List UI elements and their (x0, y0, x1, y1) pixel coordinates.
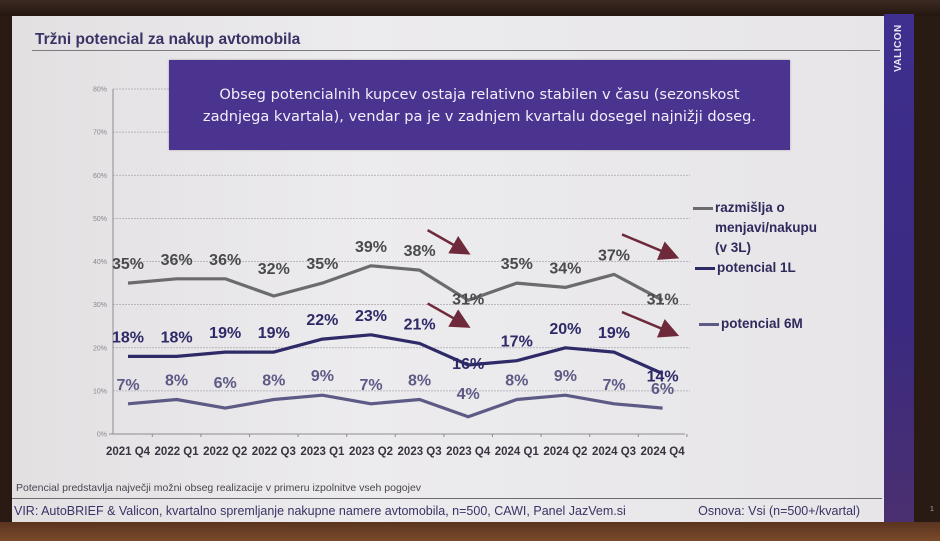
data-label: 6% (651, 381, 674, 398)
data-label: 9% (311, 368, 334, 385)
data-label: 19% (209, 325, 241, 342)
data-label: 6% (214, 375, 237, 392)
data-label: 20% (549, 321, 581, 338)
x-tick-label: 2024 Q2 (543, 446, 587, 458)
legend-label: menjavi/nakupu (715, 220, 818, 235)
y-tick-label: 40% (93, 259, 107, 266)
x-tick-label: 2023 Q4 (446, 446, 491, 458)
x-tick-label: 2021 Q4 (106, 446, 151, 458)
data-label: 8% (165, 373, 188, 390)
data-label: 31% (452, 291, 484, 308)
data-label: 8% (408, 373, 431, 390)
data-label: 17% (501, 334, 533, 351)
x-tick-label: 2022 Q3 (252, 446, 296, 458)
x-tick-label: 2022 Q1 (155, 446, 200, 458)
trend-down-arrow-icon (426, 302, 471, 328)
sample-basis-note: Osnova: Vsi (n=500+/kvartal) (698, 504, 860, 518)
data-label: 32% (258, 261, 290, 278)
data-label: 22% (306, 312, 338, 329)
projector-frame-bottom (0, 522, 940, 541)
data-label: 35% (501, 256, 533, 273)
legend-swatch (695, 267, 715, 270)
data-label: 31% (647, 291, 679, 308)
data-label: 38% (404, 243, 436, 260)
y-tick-label: 80% (93, 87, 107, 94)
x-tick-label: 2023 Q2 (349, 446, 393, 458)
data-label: 9% (554, 368, 577, 385)
data-label: 34% (549, 260, 581, 277)
x-tick-label: 2022 Q2 (203, 446, 247, 458)
x-tick-label: 2023 Q3 (398, 446, 442, 458)
legend-label: razmišlja o (715, 200, 785, 215)
legend-swatch (693, 207, 713, 210)
data-label: 35% (306, 256, 338, 273)
legend-label: potencial 6M (721, 316, 803, 331)
data-label: 4% (457, 386, 480, 403)
trend-down-arrow-icon (621, 233, 680, 260)
data-label: 21% (404, 316, 436, 333)
callout-line-2: zadnjega kvartala), vendar pa je v zadnj… (202, 108, 757, 125)
page-number: 1 (930, 506, 934, 513)
data-label: 18% (112, 329, 144, 346)
x-tick-label: 2024 Q4 (641, 446, 686, 458)
y-tick-label: 70% (93, 130, 107, 137)
brand-bar (884, 14, 914, 524)
footer-divider (12, 498, 882, 499)
projector-frame-top (0, 0, 940, 16)
data-label: 16% (452, 356, 484, 373)
legend-swatch (699, 323, 719, 326)
data-label: 7% (359, 377, 382, 394)
data-label: 23% (355, 308, 387, 325)
data-label: 14% (647, 369, 679, 386)
data-label: 7% (116, 377, 139, 394)
data-label: 39% (355, 239, 387, 256)
trend-down-arrow-icon (426, 229, 471, 255)
callout-line-1: Obseg potencialnih kupcev ostaja relativ… (219, 86, 740, 103)
x-tick-label: 2024 Q1 (495, 446, 540, 458)
series-line (127, 393, 663, 419)
y-tick-label: 30% (93, 302, 107, 309)
title-divider (32, 50, 880, 51)
y-tick-label: 20% (93, 345, 107, 352)
y-tick-label: 0% (97, 432, 107, 439)
series-line (128, 333, 664, 376)
data-label: 8% (505, 373, 528, 390)
data-label: 18% (161, 329, 193, 346)
legend-label: potencial 1L (717, 260, 796, 275)
source-note: VIR: AutoBRIEF & Valicon, kvartalno spre… (14, 504, 626, 518)
footnote: Potencial predstavlja največji možni obs… (16, 482, 422, 494)
data-label: 19% (598, 325, 630, 342)
data-label: 19% (258, 325, 290, 342)
data-label: 37% (598, 247, 630, 264)
legend-item: potencial 1L (695, 258, 796, 278)
data-label: 36% (161, 252, 193, 269)
key-insight-callout: Obseg potencialnih kupcev ostaja relativ… (169, 60, 790, 150)
slide-title: Tržni potencial za nakup avtomobila (35, 31, 301, 48)
data-label: 36% (209, 252, 241, 269)
data-label: 7% (602, 377, 625, 394)
legend-item: razmišlja o menjavi/nakupu (v 3L) (693, 198, 818, 258)
data-label: 35% (112, 256, 144, 273)
x-tick-label: 2023 Q1 (300, 446, 345, 458)
series-line (127, 264, 664, 302)
legend-label: (v 3L) (715, 240, 752, 255)
x-tick-label: 2024 Q3 (592, 446, 636, 458)
trend-down-arrow-icon (621, 310, 680, 338)
y-tick-label: 60% (93, 173, 107, 180)
legend-item: potencial 6M (699, 314, 803, 334)
y-tick-label: 10% (93, 388, 107, 395)
y-tick-label: 50% (93, 216, 107, 223)
data-label: 8% (262, 373, 285, 390)
